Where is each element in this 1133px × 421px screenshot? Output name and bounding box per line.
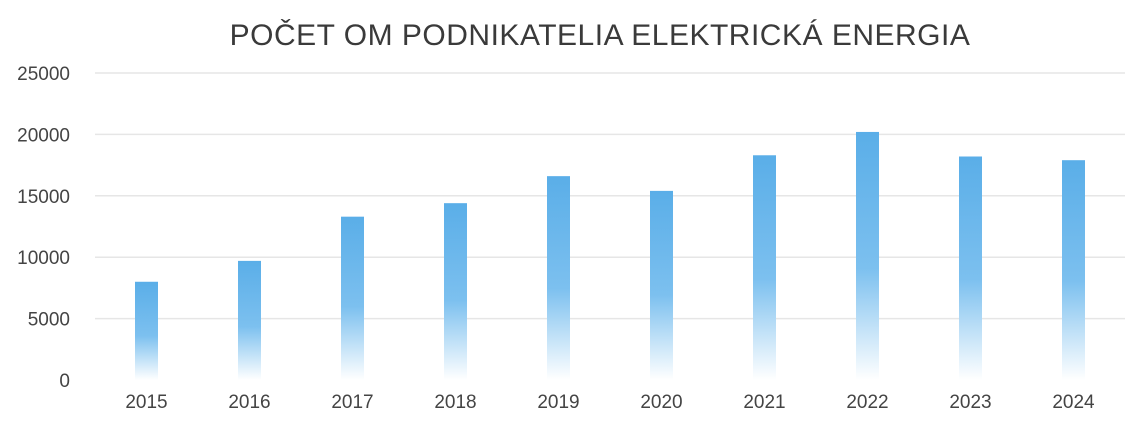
x-tick-label: 2021 [743, 392, 785, 413]
x-tick-label: 2016 [228, 392, 270, 413]
x-tick-label: 2020 [640, 392, 682, 413]
y-tick-label: 5000 [28, 310, 70, 331]
bar-2023 [959, 156, 982, 380]
gridlines [95, 72, 1125, 320]
x-axis-ticks: 2015 2016 2017 2018 2019 2020 2021 2022 2023 2024 [125, 392, 1095, 413]
x-tick-label: 2024 [1052, 392, 1095, 413]
x-tick-label: 2018 [434, 392, 476, 413]
x-tick-label: 2017 [331, 392, 373, 413]
y-tick-label: 0 [59, 371, 70, 392]
x-tick-label: 2015 [125, 392, 167, 413]
bar-2015 [135, 281, 158, 380]
chart-title: POČET OM PODNIKATELIA ELEKTRICKÁ ENERGIA [230, 18, 971, 52]
y-tick-label: 10000 [17, 248, 70, 269]
bar-2016 [238, 260, 261, 380]
bar-2018 [444, 203, 467, 380]
x-tick-label: 2023 [949, 392, 991, 413]
bar-2020 [650, 190, 673, 380]
bar-2024 [1062, 160, 1085, 380]
y-tick-label: 20000 [17, 125, 70, 146]
bar-2019 [547, 176, 570, 380]
y-axis-ticks: 0 5000 10000 15000 20000 25000 [17, 64, 70, 392]
bars [135, 131, 1085, 380]
y-tick-label: 25000 [17, 64, 70, 85]
x-tick-label: 2019 [537, 392, 579, 413]
bar-2021 [753, 155, 776, 380]
x-tick-label: 2022 [846, 392, 888, 413]
bar-2022 [856, 131, 879, 380]
y-tick-label: 15000 [17, 187, 70, 208]
bar-2017 [341, 216, 364, 380]
